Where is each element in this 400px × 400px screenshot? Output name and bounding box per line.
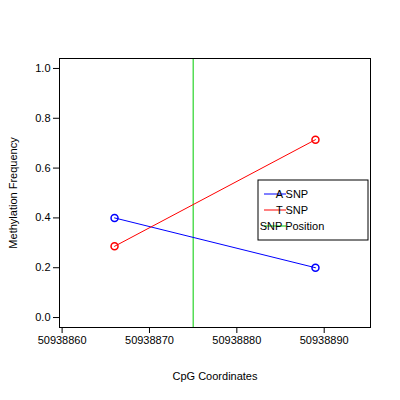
svg-text:50938890: 50938890 — [300, 334, 349, 346]
svg-text:50938880: 50938880 — [212, 334, 261, 346]
svg-text:0.2: 0.2 — [35, 261, 50, 273]
svg-text:A SNP: A SNP — [276, 188, 308, 200]
svg-text:50938870: 50938870 — [125, 334, 174, 346]
svg-text:50938860: 50938860 — [38, 334, 87, 346]
svg-text:T SNP: T SNP — [276, 204, 308, 216]
svg-text:0.8: 0.8 — [35, 112, 50, 124]
svg-text:0.0: 0.0 — [35, 311, 50, 323]
svg-text:CpG Coordinates: CpG Coordinates — [173, 370, 258, 382]
svg-text:0.6: 0.6 — [35, 162, 50, 174]
svg-text:0.4: 0.4 — [35, 211, 50, 223]
svg-text:SNP Position: SNP Position — [260, 220, 325, 232]
svg-text:Methylation Frequency: Methylation Frequency — [7, 137, 19, 249]
svg-text:1.0: 1.0 — [35, 62, 50, 74]
